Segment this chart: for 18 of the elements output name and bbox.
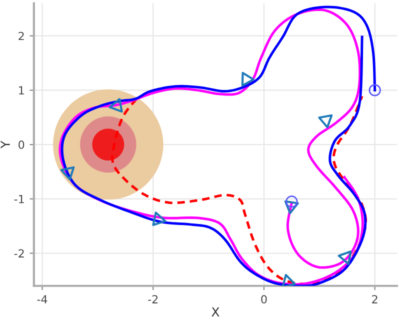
x-tick-label: 0 — [261, 295, 267, 304]
x-tick-label: -4 — [37, 295, 48, 304]
y-tick-label: 0 — [18, 140, 24, 149]
point — [318, 114, 333, 128]
x-tick-label: -2 — [148, 295, 158, 304]
y-tick-label: 2 — [18, 32, 24, 40]
point — [284, 200, 299, 214]
y-axis-title: Y — [0, 140, 10, 148]
y-tick-label: -2 — [14, 249, 24, 258]
point — [108, 98, 123, 113]
x-tick-label: 2 — [372, 295, 378, 304]
point — [60, 166, 75, 180]
point — [368, 84, 381, 96]
y-tick-label: 1 — [19, 86, 24, 94]
x-axis-title: X — [212, 307, 220, 317]
point — [338, 250, 352, 265]
point — [286, 196, 298, 208]
y-tick-label: -1 — [14, 195, 24, 204]
